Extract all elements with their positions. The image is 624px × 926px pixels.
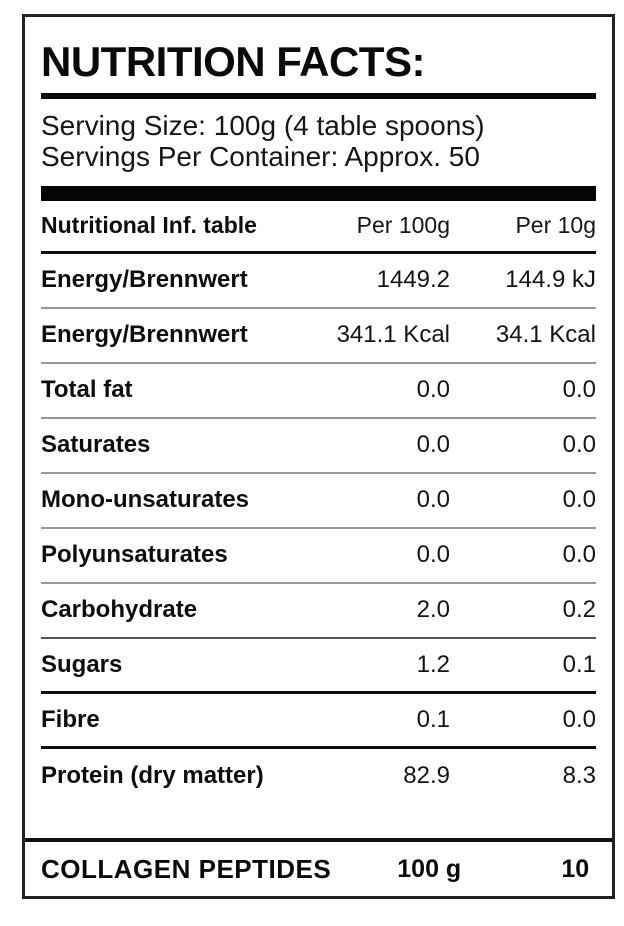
footer-row: COLLAGEN PEPTIDES 100 g 10 (25, 838, 612, 896)
spacer (25, 804, 612, 838)
servings-per-container-text: Servings Per Container: Approx. 50 (41, 141, 480, 173)
table-row: Energy/Brennwert 341.1 Kcal 34.1 Kcal (41, 309, 596, 364)
row-nutrient-label: Total fat (41, 376, 133, 404)
row-nutrient-label: Saturates (41, 431, 151, 459)
row-per-100g-value: 0.0 (416, 486, 450, 514)
footer-per-10g-value: 10 (561, 854, 590, 883)
row-per-10g-value: 0.1 (562, 650, 596, 678)
row-per-10g-value: 144.9 kJ (505, 266, 596, 294)
table-row: Polyunsaturates 0.0 0.0 (41, 529, 596, 584)
row-nutrient-label: Mono-unsaturates (41, 486, 250, 514)
row-per-10g-value: 0.0 (562, 705, 596, 733)
title-divider-rule (41, 93, 596, 99)
row-per-10g-value: 0.0 (562, 431, 596, 459)
table-row: Fibre 0.1 0.0 (41, 694, 596, 749)
row-per-10g-value: 34.1 Kcal (495, 321, 596, 349)
row-nutrient-label: Energy/Brennwert (41, 321, 248, 349)
table-header-row: Nutritional Inf. table Per 100g Per 10g (41, 201, 596, 254)
row-per-100g-value: 341.1 Kcal (336, 321, 450, 349)
row-per-10g-value: 0.0 (562, 486, 596, 514)
footer-per-100g-value: 100 g (397, 854, 462, 883)
row-nutrient-label: Energy/Brennwert (41, 266, 248, 294)
table-row: Saturates 0.0 0.0 (41, 419, 596, 474)
row-per-100g-value: 1449.2 (376, 266, 450, 294)
row-nutrient-label: Fibre (41, 705, 100, 733)
table-row: Protein (dry matter) 82.9 8.3 (41, 749, 596, 804)
row-per-100g-value: 0.1 (416, 705, 450, 733)
row-per-100g-value: 2.0 (416, 596, 450, 624)
table-row: Sugars 1.2 0.1 (41, 639, 596, 694)
row-per-10g-value: 0.0 (562, 541, 596, 569)
row-nutrient-label: Carbohydrate (41, 596, 198, 624)
label-header-section: NUTRITION FACTS: Serving Size: 100g (4 t… (25, 17, 612, 201)
row-nutrient-label: Sugars (41, 650, 123, 678)
nutrition-label-box: NUTRITION FACTS: Serving Size: 100g (4 t… (22, 14, 615, 899)
row-per-10g-value: 0.2 (562, 596, 596, 624)
serving-size-text: Serving Size: 100g (4 table spoons) (41, 110, 485, 141)
table-header-label: Nutritional Inf. table (41, 212, 257, 239)
row-per-100g-value: 0.0 (416, 376, 450, 404)
section-divider-bar (41, 185, 596, 201)
row-per-100g-value: 82.9 (403, 762, 450, 790)
row-per-10g-value: 0.0 (562, 376, 596, 404)
row-nutrient-label: Polyunsaturates (41, 541, 228, 569)
table-row: Energy/Brennwert 1449.2 144.9 kJ (41, 254, 596, 309)
nutrition-facts-title: NUTRITION FACTS: (41, 38, 425, 85)
nutrition-table: Nutritional Inf. table Per 100g Per 10g … (25, 201, 612, 804)
table-header-per-100g: Per 100g (356, 212, 450, 239)
table-row: Mono-unsaturates 0.0 0.0 (41, 474, 596, 529)
row-per-100g-value: 0.0 (416, 431, 450, 459)
row-per-10g-value: 8.3 (562, 762, 596, 790)
table-row: Total fat 0.0 0.0 (41, 364, 596, 419)
row-per-100g-value: 0.0 (416, 541, 450, 569)
table-body: Energy/Brennwert 1449.2 144.9 kJ Energy/Bre… (41, 254, 596, 804)
row-nutrient-label: Protein (dry matter) (41, 762, 264, 790)
table-header-per-10g: Per 10g (515, 212, 596, 239)
footer-product-name: COLLAGEN PEPTIDES (41, 853, 332, 884)
row-per-100g-value: 1.2 (416, 650, 450, 678)
table-row: Carbohydrate 2.0 0.2 (41, 584, 596, 639)
